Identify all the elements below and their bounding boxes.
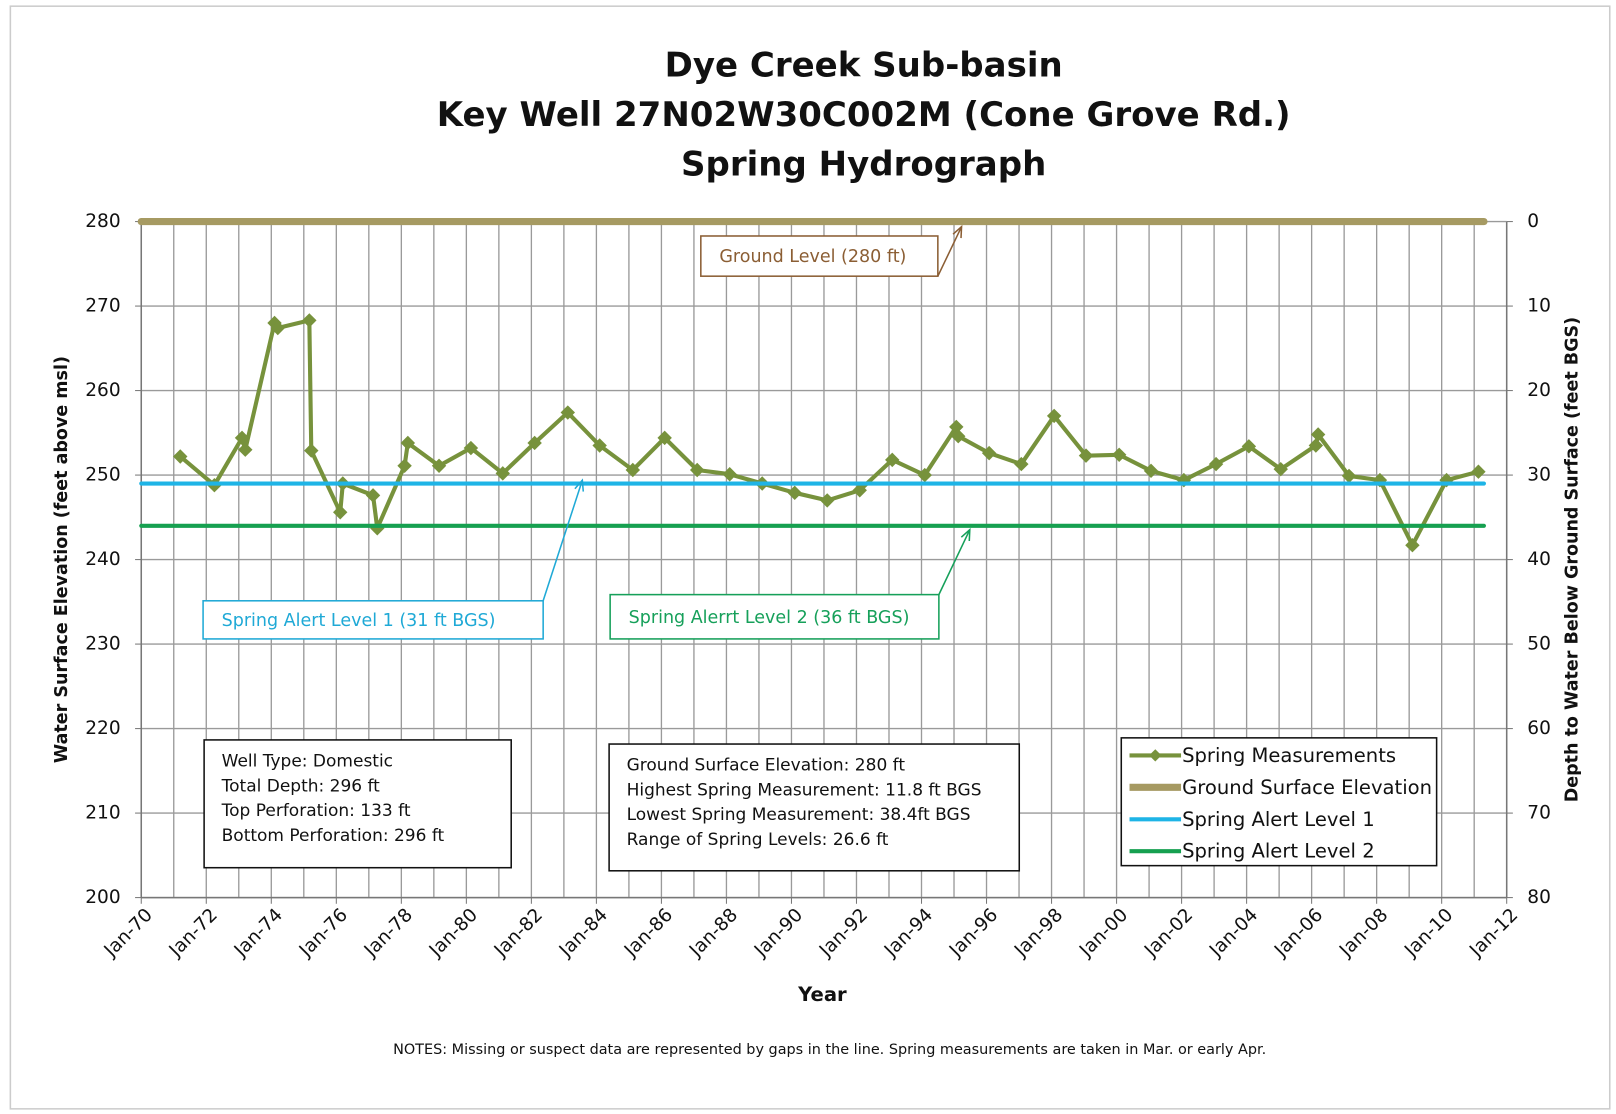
info-text: Lowest Spring Measurement: 38.4ft BGS (627, 805, 971, 825)
data-point (333, 505, 348, 520)
x-axis-title: Year (797, 983, 847, 1006)
legend-label: Spring Measurements (1182, 744, 1396, 767)
y2-tick-label: 80 (1527, 887, 1551, 908)
data-point (885, 452, 900, 468)
data-point (431, 458, 447, 473)
info-text: Total Depth: 296 ft (221, 776, 381, 796)
annotation-arrow (938, 529, 971, 595)
y-axis-title: Water Surface Elevation (feet above msl) (52, 356, 72, 763)
info-box (608, 743, 1021, 872)
y-tick-label: 250 (85, 465, 120, 486)
annotation-arrow (937, 226, 963, 277)
y2-axis-title: Depth to Water Below Ground Surface (fee… (1563, 317, 1583, 802)
info-text: Well Type: Domestic (222, 752, 393, 772)
y2-tick-label: 70 (1527, 803, 1551, 824)
y2-tick-label: 50 (1527, 634, 1551, 655)
data-point (981, 445, 997, 461)
data-point (173, 449, 188, 464)
annotation-arrow (542, 479, 584, 602)
data-point (1046, 408, 1062, 424)
y2-tick-label: 30 (1527, 465, 1551, 486)
data-point (949, 419, 964, 435)
data-point (397, 458, 412, 473)
info-text: Bottom Perforation: 296 ft (222, 826, 445, 846)
chart-title: Dye Creek Sub-basin (665, 45, 1063, 85)
data-point (787, 485, 802, 501)
info-text: Highest Spring Measurement: 11.8 ft BGS (627, 780, 982, 800)
data-point (1273, 461, 1288, 477)
legend-label: Ground Surface Elevation (1182, 776, 1432, 799)
data-point (1014, 456, 1029, 472)
annotation-text: Spring Alerrt Level 2 (36 ft BGS) (629, 608, 910, 628)
data-point (365, 488, 381, 503)
y-tick-label: 220 (85, 718, 120, 739)
info-text: Ground Surface Elevation: 280 ft (627, 756, 906, 776)
y2-tick-label: 60 (1527, 718, 1551, 739)
y2-tick-label: 40 (1527, 549, 1551, 570)
y-tick-label: 260 (85, 380, 120, 401)
annotation-text: Ground Level (280 ft) (719, 247, 906, 267)
y2-tick-label: 0 (1527, 211, 1539, 232)
annotation-box (202, 600, 544, 640)
data-point (689, 462, 705, 478)
y2-tick-label: 20 (1527, 380, 1551, 401)
arrow-head (574, 478, 585, 492)
info-box (203, 739, 512, 869)
data-point (1310, 427, 1326, 442)
data-point (820, 493, 835, 508)
arrow-head (960, 527, 971, 542)
y-tick-label: 280 (85, 211, 120, 232)
data-point (400, 435, 416, 451)
notes: NOTES: Missing or suspect data are repre… (393, 1042, 1266, 1058)
data-point (302, 313, 317, 328)
annotation-box (609, 593, 940, 640)
y2-tick-label: 10 (1527, 296, 1551, 317)
data-point (625, 462, 641, 478)
chart-title: Key Well 27N02W30C002M (Cone Grove Rd.) (437, 95, 1291, 135)
y-tick-label: 200 (85, 887, 120, 908)
data-point (495, 466, 510, 481)
arrow-head (952, 224, 963, 239)
annotation-box (700, 235, 939, 277)
annotation-text: Spring Alert Level 1 (31 ft BGS) (222, 611, 496, 631)
legend-label: Spring Alert Level 1 (1182, 808, 1375, 831)
info-text: Top Perforation: 133 ft (221, 801, 411, 821)
legend-label: Spring Alert Level 2 (1182, 840, 1375, 863)
y-tick-label: 210 (85, 803, 120, 824)
y-tick-label: 270 (85, 296, 120, 317)
legend-box (1120, 737, 1438, 867)
y-tick-label: 240 (85, 549, 120, 570)
data-point (1341, 468, 1357, 484)
data-point (1143, 463, 1159, 479)
data-point (592, 438, 607, 453)
y-tick-label: 230 (85, 634, 120, 655)
data-point (234, 430, 250, 446)
chart-title: Spring Hydrograph (681, 144, 1046, 184)
info-text: Range of Spring Levels: 26.6 ft (627, 830, 889, 850)
chart-frame (9, 5, 1611, 1110)
data-point (951, 428, 966, 444)
